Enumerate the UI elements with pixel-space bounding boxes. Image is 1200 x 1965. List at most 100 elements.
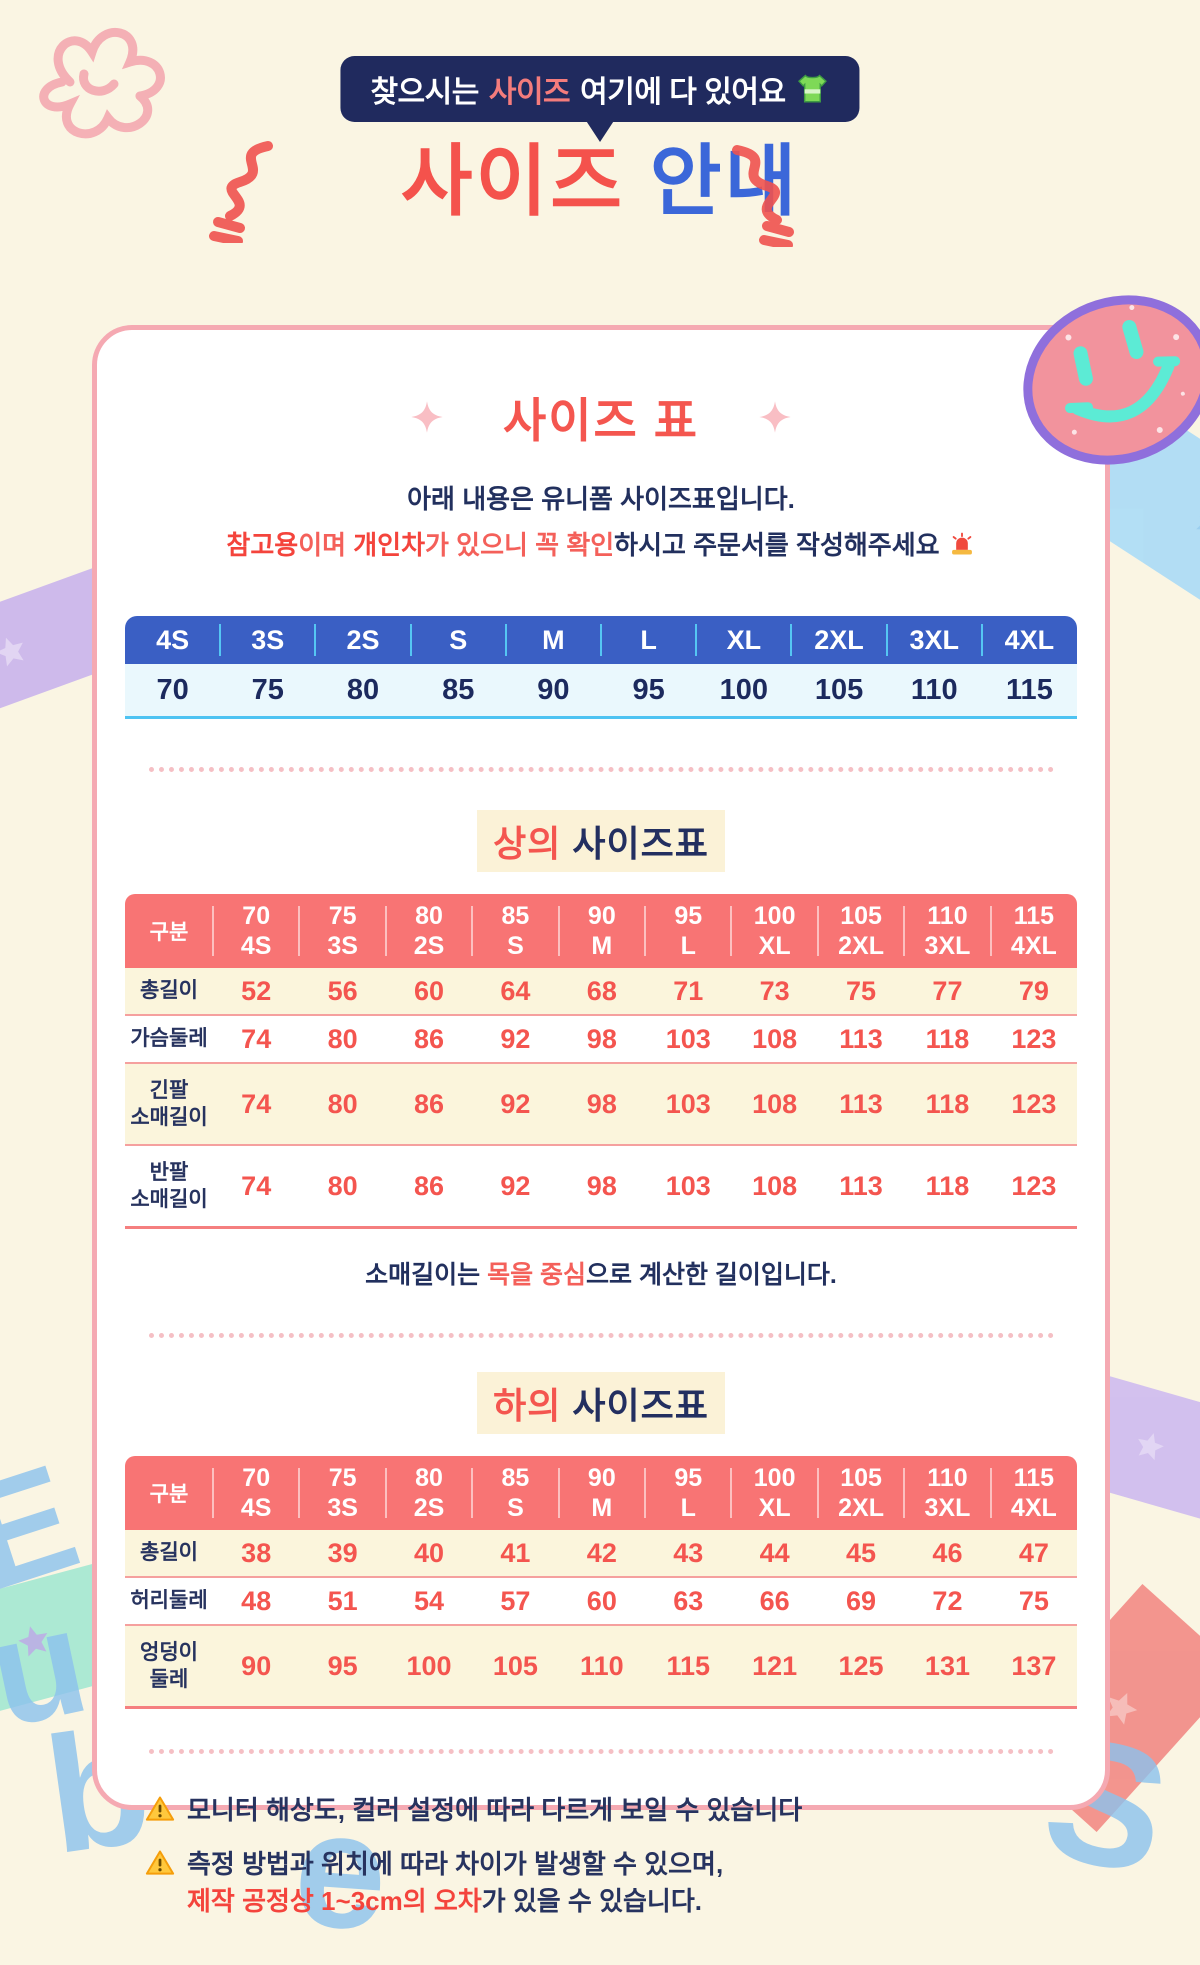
size-value-cell: 118 <box>925 1088 970 1119</box>
size-value-cell: 57 <box>500 1585 531 1616</box>
size-value-cell: 72 <box>932 1585 963 1616</box>
size-value-cell: 95 <box>327 1650 358 1681</box>
warning-icon <box>145 1796 175 1821</box>
top-size-table: 구분 70 4S 75 3S 80 2S 85 S 90 M 95 L 100 XL 105 2XL 110 3XL… <box>125 894 1077 1229</box>
warning-item: 측정 방법과 위치에 따라 차이가 발생할 수 있으며, 제작 공정상 1~3cm… <box>145 1846 1105 1921</box>
size-value-cell: 40 <box>413 1537 445 1568</box>
size-value-cell: 118 <box>925 1023 970 1054</box>
size-value-cell: 115 <box>666 1650 711 1681</box>
sleeve-note: 소매길이는 목을 중심으로 계산한 길이입니다. <box>97 1255 1105 1291</box>
size-value-cell: 123 <box>1011 1023 1057 1054</box>
size-value-cell: 92 <box>500 1023 531 1054</box>
warning-line: 측정 방법과 위치에 따라 차이가 발생할 수 있으며, <box>187 1846 723 1884</box>
size-value-cell: 79 <box>1018 975 1049 1006</box>
size-value-cell: 103 <box>665 1023 711 1054</box>
column-number: 75 <box>328 1464 357 1492</box>
column-size: 4S <box>240 1494 272 1522</box>
row-label: 총길이 <box>140 1541 198 1565</box>
size-value-cell: 42 <box>586 1537 617 1568</box>
quick-size-header-cell: S <box>409 616 506 664</box>
sparkle-icon <box>411 400 443 433</box>
intro2-red-bold: 참고용 <box>226 530 299 560</box>
warning-icon <box>145 1850 175 1875</box>
smiley-sticker <box>1023 295 1200 465</box>
banner-text-prefix: 찾으시는 <box>370 76 479 109</box>
size-value-cell: 69 <box>846 1585 877 1616</box>
column-size: 2S <box>413 1494 445 1522</box>
size-value-cell: 66 <box>759 1585 790 1616</box>
size-value-cell: 108 <box>752 1170 798 1201</box>
column-size: L <box>680 932 696 960</box>
quick-size-value-cell: 115 <box>1006 673 1053 706</box>
column-number: 90 <box>587 902 616 930</box>
card-heading: 사이즈 표 <box>97 382 1105 451</box>
size-table-header: 구분 70 4S 75 3S 80 2S 85 S 90 M 95 L 100 XL 105 2XL 110 3XL… <box>125 894 1077 968</box>
table-row: 반팔 소매길이 74 80 86 92 98 103 108 113 118 123 <box>125 1144 1077 1226</box>
star-icon <box>1196 515 1200 537</box>
siren-icon <box>951 532 972 554</box>
size-value-cell: 71 <box>673 975 704 1006</box>
size-value-cell: 74 <box>241 1170 272 1201</box>
quick-size-value-cell: 95 <box>632 673 665 706</box>
page-title: 사이즈 안내 <box>0 142 1200 220</box>
size-value-cell: 90 <box>241 1650 272 1681</box>
quick-size-value-cell: 80 <box>346 673 380 706</box>
size-value-cell: 80 <box>327 1170 358 1201</box>
size-table-header: 구분 70 4S 75 3S 80 2S 85 S 90 M 95 L 100 XL 105 2XL 110 3XL… <box>125 1456 1077 1530</box>
size-value-cell: 86 <box>413 1023 445 1054</box>
size-table-corner-label: 구분 <box>149 1483 189 1506</box>
column-size: XL <box>758 932 791 960</box>
size-table-column-header: 70 4S <box>211 894 299 968</box>
quick-size-value-cell: 85 <box>442 673 475 706</box>
warning-segment: 측정 방법과 위치에 따라 차이가 발생할 수 있으며, <box>187 1848 724 1879</box>
warnings: 모니터 해상도, 컬러 설정에 따라 다르게 보일 수 있습니다 측정 방법과 … <box>145 1792 1105 1921</box>
quick-size-header-cell: M <box>504 616 601 664</box>
table-row: 엉덩이 둘레 90 95 100 105 110 115 121 125 131 137 <box>125 1624 1077 1706</box>
size-value-cell: 100 <box>406 1650 452 1681</box>
size-value-cell: 60 <box>413 975 445 1006</box>
quick-size-header-cell: L <box>600 616 696 664</box>
quick-size-header-cell: 2S <box>314 616 410 664</box>
top-section-title-navy: 사이즈표 <box>561 823 709 864</box>
size-table-corner-label: 구분 <box>149 921 189 944</box>
size-table-column-header: 80 2S <box>384 1456 472 1530</box>
size-guide-page: { "banner": { "text_prefix": "찾으시는 ", "t… <box>0 28 1200 1965</box>
quick-size-header-cell: 4XL <box>980 616 1077 664</box>
star-icon <box>0 637 24 667</box>
size-value-cell: 46 <box>932 1537 963 1568</box>
size-value-cell: 113 <box>839 1023 883 1054</box>
quick-size-value-cell: 90 <box>537 673 570 706</box>
table-row: 긴팔 소매길이 74 80 86 92 98 103 108 113 118 123 <box>125 1062 1077 1144</box>
table-row: 총길이 38 39 40 41 42 43 44 45 46 47 <box>125 1530 1077 1576</box>
quick-size-value-cell: 110 <box>910 673 958 706</box>
size-value-cell: 137 <box>1011 1650 1057 1681</box>
size-table-body: 총길이 38 39 40 41 42 43 44 45 46 47 허리둘레 48 51 54 57 60 63 6… <box>125 1530 1077 1709</box>
size-value-cell: 118 <box>925 1170 970 1201</box>
size-table-column-header: 70 4S <box>211 1456 299 1530</box>
column-size: S <box>507 932 524 960</box>
column-number: 80 <box>415 902 443 930</box>
intro2-red: 이며 <box>298 530 354 560</box>
size-table-column-header: 100 XL <box>730 1456 817 1530</box>
quick-size-value-cell: 75 <box>251 673 284 706</box>
star-icon <box>17 1626 47 1657</box>
row-label: 엉덩이 둘레 <box>140 1640 198 1691</box>
size-value-cell: 86 <box>413 1170 445 1201</box>
column-size: 3XL <box>924 932 971 960</box>
warning-item: 모니터 해상도, 컬러 설정에 따라 다르게 보일 수 있습니다 <box>145 1792 1105 1830</box>
row-label: 긴팔 소매길이 <box>130 1078 208 1129</box>
size-table-column-header: 110 3XL <box>903 1456 990 1530</box>
size-value-cell: 56 <box>327 975 358 1006</box>
size-value-cell: 47 <box>1018 1537 1049 1568</box>
size-value-cell: 131 <box>924 1650 970 1681</box>
column-number: 105 <box>840 1464 882 1492</box>
size-table-column-header: 105 2XL <box>816 1456 904 1530</box>
column-number: 110 <box>927 902 968 930</box>
size-value-cell: 108 <box>752 1088 798 1119</box>
intro-line-1: 아래 내용은 유니폼 사이즈표입니다. <box>407 484 795 514</box>
column-number: 90 <box>587 1464 616 1492</box>
table-row: 허리둘레 48 51 54 57 60 63 66 69 72 75 <box>125 1576 1077 1624</box>
size-value-cell: 98 <box>586 1170 617 1201</box>
size-table-column-header: 110 3XL <box>903 894 990 968</box>
column-size: 3S <box>327 932 358 960</box>
